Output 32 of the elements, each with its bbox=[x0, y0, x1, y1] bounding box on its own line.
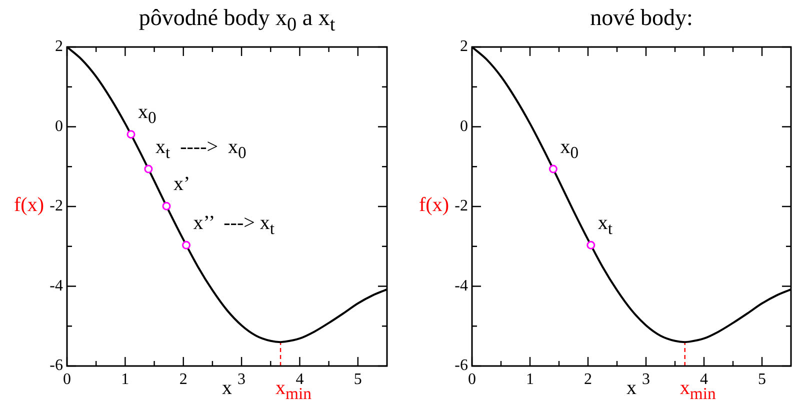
annotation: x$_{t}$ ----> x$_{0}$ bbox=[155, 136, 246, 162]
y-tick-label: -6 bbox=[50, 357, 63, 374]
x-tick-label: 5 bbox=[354, 370, 362, 388]
x-tick-label: 2 bbox=[584, 370, 592, 388]
annotation: x$_{t}$ bbox=[598, 212, 613, 238]
y-tick-label: -6 bbox=[454, 357, 468, 374]
x-tick-label: 2 bbox=[179, 370, 188, 388]
y-tick-label: -4 bbox=[454, 277, 468, 294]
x-tick-label: 1 bbox=[526, 370, 534, 388]
chart-title: pôvodné body x$_{0}$ a x$_{t}$ bbox=[138, 5, 336, 36]
x-axis-title: x bbox=[626, 377, 636, 399]
y-axis-title: f(x) bbox=[419, 194, 449, 216]
annotation: x$_{0}$ bbox=[138, 101, 156, 128]
y-tick-label: -4 bbox=[50, 277, 63, 294]
y-tick-label: 0 bbox=[55, 118, 63, 135]
x-tick-label: 5 bbox=[758, 370, 766, 388]
x-tick-label: 3 bbox=[238, 370, 246, 388]
x-tick-label: 3 bbox=[642, 370, 650, 388]
annotation: x’’ ---> x$_{t}$ bbox=[193, 212, 275, 238]
y-tick-label: -2 bbox=[454, 198, 468, 215]
x-tick-label: 1 bbox=[121, 370, 130, 388]
y-tick-label: 2 bbox=[55, 38, 63, 56]
annotation: x’ bbox=[173, 173, 190, 196]
x-axis-title: x bbox=[222, 377, 232, 399]
x-tick-label: 4 bbox=[296, 370, 304, 388]
y-axis-title: f(x) bbox=[14, 194, 44, 216]
y-tick-label: 2 bbox=[460, 38, 468, 56]
y-tick-label: 0 bbox=[460, 118, 468, 135]
x-tick-label: 4 bbox=[700, 370, 708, 388]
chart-title: nové body: bbox=[590, 5, 693, 30]
annotation: x$_{0}$ bbox=[560, 136, 579, 162]
y-tick-label: -2 bbox=[50, 198, 63, 215]
